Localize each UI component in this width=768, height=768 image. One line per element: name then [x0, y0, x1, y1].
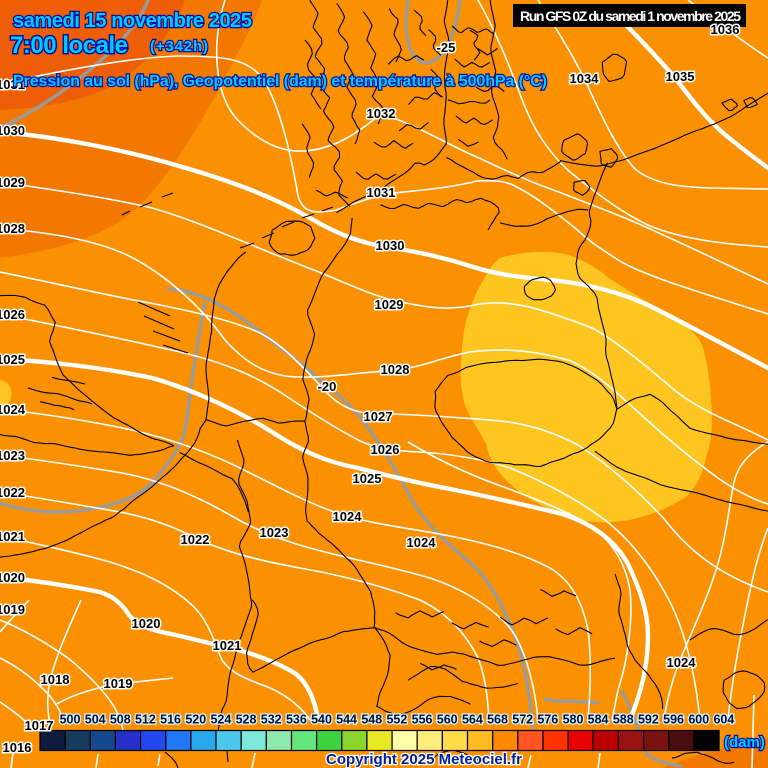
svg-text:588: 588 [613, 713, 634, 727]
svg-text:1025: 1025 [353, 471, 382, 486]
svg-text:1024: 1024 [0, 402, 26, 417]
svg-text:1035: 1035 [666, 69, 695, 84]
svg-text:1024: 1024 [667, 655, 697, 670]
svg-text:564: 564 [462, 713, 483, 727]
svg-text:560: 560 [437, 713, 458, 727]
svg-text:528: 528 [236, 713, 257, 727]
svg-text:1024: 1024 [333, 509, 363, 524]
svg-text:1028: 1028 [0, 221, 25, 236]
svg-text:1031: 1031 [0, 77, 25, 92]
svg-text:552: 552 [386, 713, 407, 727]
svg-text:1019: 1019 [104, 676, 133, 691]
svg-text:1032: 1032 [367, 106, 396, 121]
svg-text:1026: 1026 [0, 307, 25, 322]
svg-text:1030: 1030 [376, 238, 405, 253]
svg-text:-25: -25 [437, 40, 456, 55]
svg-text:568: 568 [487, 713, 508, 727]
svg-text:1025: 1025 [0, 352, 25, 367]
svg-text:1016: 1016 [3, 740, 32, 755]
svg-text:1031: 1031 [367, 185, 396, 200]
svg-text:508: 508 [110, 713, 131, 727]
svg-text:1021: 1021 [213, 638, 242, 653]
svg-text:592: 592 [638, 713, 659, 727]
svg-text:604: 604 [713, 713, 734, 727]
svg-text:500: 500 [60, 713, 81, 727]
svg-text:samedi 15 novembre 2025: samedi 15 novembre 2025 [13, 10, 252, 32]
svg-text:(+342h): (+342h) [150, 38, 208, 55]
svg-text:7:00 locale: 7:00 locale [10, 32, 128, 59]
svg-text:572: 572 [512, 713, 533, 727]
svg-text:1019: 1019 [0, 602, 25, 617]
svg-text:1021: 1021 [0, 529, 25, 544]
svg-text:600: 600 [688, 713, 709, 727]
svg-text:512: 512 [135, 713, 156, 727]
svg-text:1036: 1036 [711, 22, 740, 37]
svg-text:584: 584 [588, 713, 609, 727]
svg-text:1026: 1026 [371, 442, 400, 457]
svg-text:Pression au sol (hPa), Geopote: Pression au sol (hPa), Geopotentiel (dam… [13, 73, 547, 90]
svg-text:1030: 1030 [0, 123, 25, 138]
svg-text:-20: -20 [318, 379, 337, 394]
svg-text:548: 548 [361, 713, 382, 727]
svg-text:1023: 1023 [0, 448, 25, 463]
svg-text:536: 536 [286, 713, 307, 727]
svg-text:1027: 1027 [364, 409, 393, 424]
svg-text:1029: 1029 [0, 175, 25, 190]
svg-text:1020: 1020 [0, 570, 25, 585]
svg-text:516: 516 [160, 713, 181, 727]
svg-text:504: 504 [85, 713, 106, 727]
svg-text:Run GFS 0Z du samedi 1 novembr: Run GFS 0Z du samedi 1 novembre 2025 [520, 8, 741, 24]
svg-text:580: 580 [563, 713, 584, 727]
svg-text:596: 596 [663, 713, 684, 727]
svg-text:520: 520 [185, 713, 206, 727]
svg-text:556: 556 [412, 713, 433, 727]
svg-text:1029: 1029 [375, 297, 404, 312]
svg-text:524: 524 [210, 713, 231, 727]
svg-text:544: 544 [336, 713, 357, 727]
svg-text:1034: 1034 [570, 71, 600, 86]
svg-text:1024: 1024 [407, 535, 437, 550]
svg-text:1017: 1017 [25, 718, 54, 733]
svg-text:1020: 1020 [132, 616, 161, 631]
svg-text:576: 576 [537, 713, 558, 727]
svg-text:1023: 1023 [260, 525, 289, 540]
svg-text:(dam): (dam) [724, 734, 765, 751]
svg-text:1018: 1018 [41, 672, 70, 687]
svg-text:1028: 1028 [381, 362, 410, 377]
svg-text:532: 532 [261, 713, 282, 727]
svg-text:1022: 1022 [181, 532, 210, 547]
svg-text:Copyright 2025 Meteociel.fr: Copyright 2025 Meteociel.fr [326, 751, 522, 768]
svg-text:540: 540 [311, 713, 332, 727]
svg-text:1022: 1022 [0, 485, 25, 500]
